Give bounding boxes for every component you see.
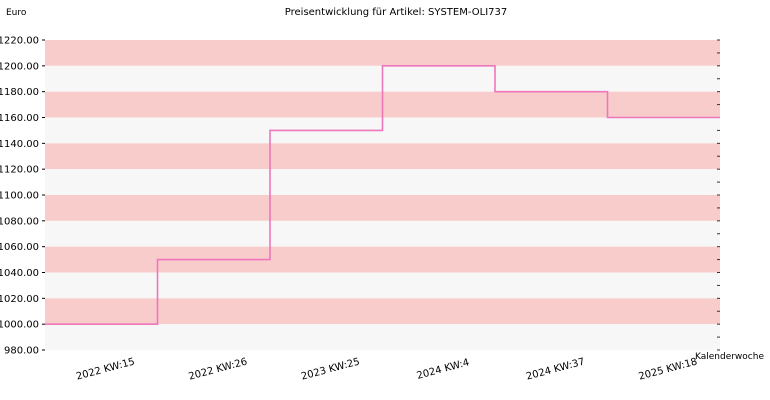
series-line [45,65,720,325]
y-tick-label: 1020.00 [0,294,39,305]
y-tick-label: 1080.00 [0,216,39,227]
x-tick-label: 2024 KW:37 [525,356,586,382]
grid-band [45,272,720,299]
x-axis: 2022 KW:15 2022 KW:26 2023 KW:25 2024 KW:4 2… [75,356,699,382]
y-tick-label: 1220.00 [0,36,39,47]
x-tick-label: 2023 KW:25 [300,356,361,382]
grid-band [45,169,720,195]
x-axis-label: Kalenderwoche [695,352,764,362]
y-tick-label: 1180.00 [0,87,39,98]
grid-band [45,195,720,221]
chart-title: Preisentwicklung für Artikel: SYSTEM-OLI… [285,7,507,18]
y-tick-label: 1100.00 [0,191,39,202]
y-axis-label: Euro [6,8,27,18]
y-tick-label: 1200.00 [0,61,39,72]
grid-band [45,324,720,350]
grid-band [45,298,720,325]
y-tick-label: 1060.00 [0,242,39,253]
right-axis-ticks [717,39,720,351]
y-tick-label: 1000.00 [0,320,39,331]
y-tick-label: 1160.00 [0,113,39,124]
x-tick-label: 2022 KW:15 [75,356,136,382]
y-tick-label: 1040.00 [0,268,39,279]
y-tick-label: 1120.00 [0,165,39,176]
y-tick-label: 980.00 [4,346,39,357]
x-tick-label: 2022 KW:26 [188,356,249,382]
price-series [45,65,720,325]
y-axis: 980.00 1000.00 1020.00 1040.00 1060.00 1080.0… [0,36,45,357]
grid-band [45,40,720,66]
grid-band [45,220,720,247]
grid-band [45,143,720,170]
x-tick-label: 2024 KW:4 [416,357,471,382]
x-tick-label: 2025 KW:18 [638,356,699,382]
y-tick-label: 1140.00 [0,139,39,150]
grid-band [45,246,720,273]
